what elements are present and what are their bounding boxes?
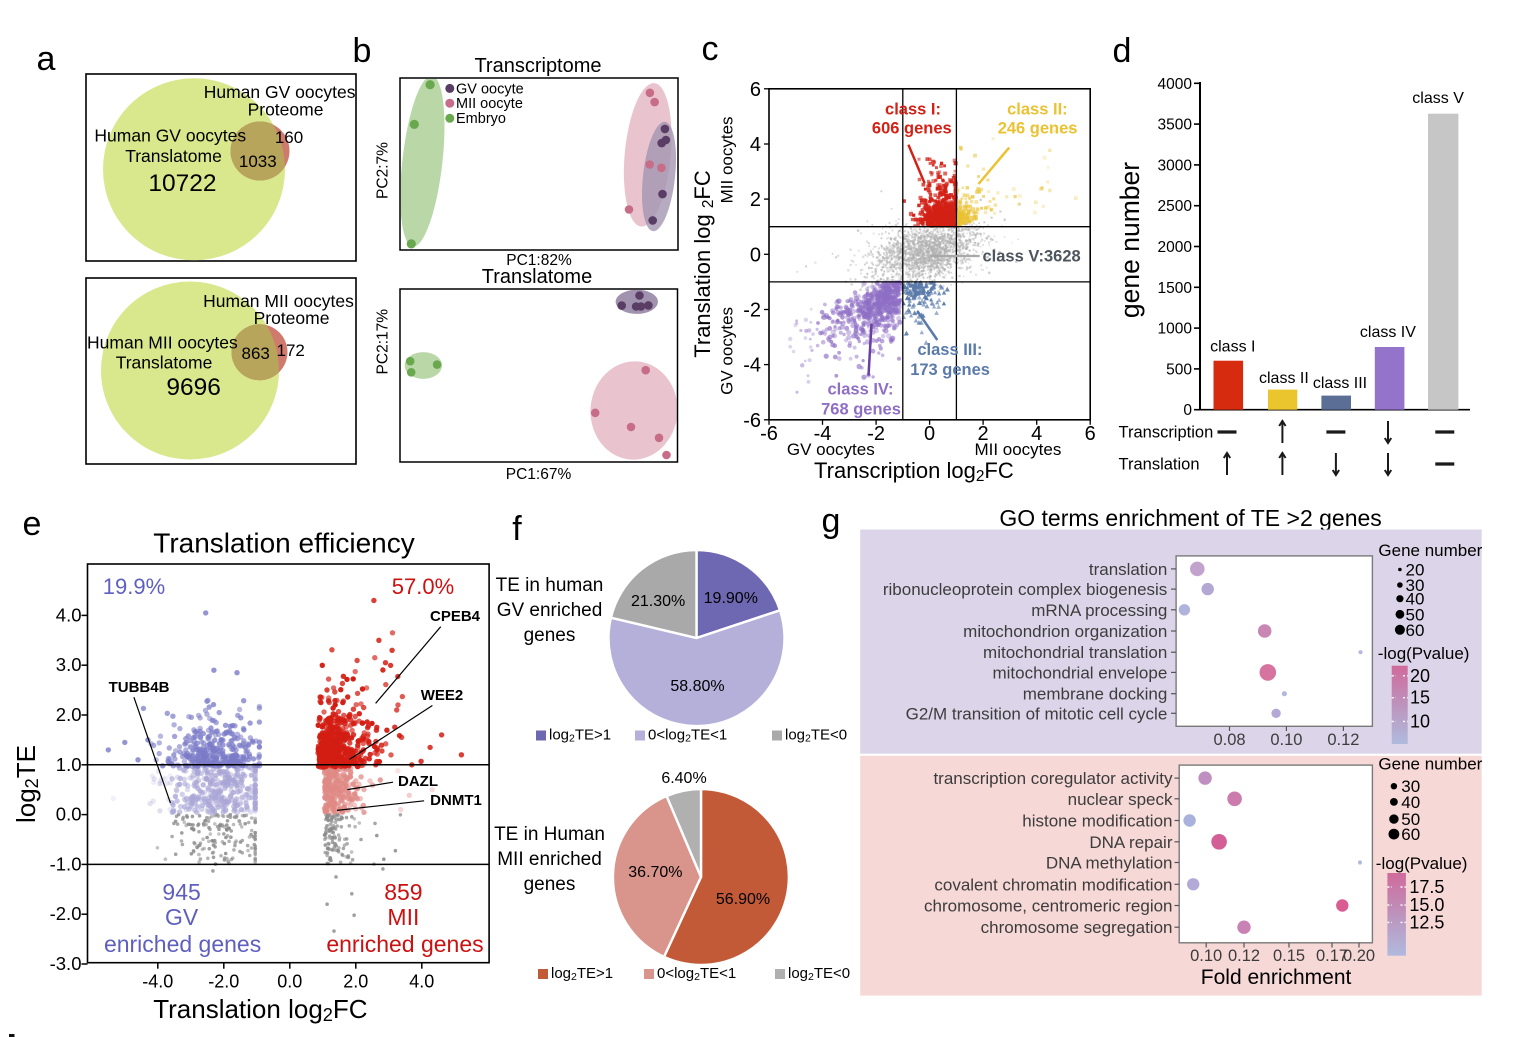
svg-text:class II: class II bbox=[1259, 370, 1309, 387]
svg-text:Human GV oocytes: Human GV oocytes bbox=[204, 82, 356, 102]
svg-text:Translation efficiency: Translation efficiency bbox=[153, 528, 414, 559]
svg-text:Proteome: Proteome bbox=[254, 308, 330, 328]
svg-text:Translatome: Translatome bbox=[125, 146, 222, 166]
svg-text:2000: 2000 bbox=[1158, 239, 1193, 256]
svg-text:MII oocytes: MII oocytes bbox=[974, 440, 1061, 459]
svg-text:Proteome: Proteome bbox=[248, 100, 324, 120]
svg-text:768 genes: 768 genes bbox=[821, 401, 901, 419]
svg-text:GV oocytes: GV oocytes bbox=[718, 307, 737, 395]
svg-text:Translation log 2FC: Translation log 2FC bbox=[690, 170, 717, 358]
svg-text:d: d bbox=[1113, 32, 1132, 70]
svg-text:MII oocyte: MII oocyte bbox=[456, 96, 523, 112]
svg-text:class I: class I bbox=[1210, 339, 1255, 356]
svg-text:PC2:7%: PC2:7% bbox=[375, 142, 392, 199]
svg-text:f: f bbox=[512, 510, 522, 548]
svg-text:-2: -2 bbox=[743, 300, 761, 322]
svg-text:class V:3628: class V:3628 bbox=[983, 248, 1081, 266]
svg-text:2: 2 bbox=[750, 189, 761, 211]
svg-text:2500: 2500 bbox=[1158, 198, 1193, 215]
svg-text:172: 172 bbox=[277, 341, 305, 360]
svg-text:GV oocyte: GV oocyte bbox=[456, 81, 524, 97]
svg-text:class IV:: class IV: bbox=[827, 381, 893, 399]
svg-text:500: 500 bbox=[1166, 361, 1192, 378]
svg-text:class III:: class III: bbox=[917, 341, 982, 359]
svg-text:Human MII oocytes: Human MII oocytes bbox=[87, 333, 238, 353]
svg-text:Translatome: Translatome bbox=[482, 266, 592, 288]
svg-text:-6: -6 bbox=[760, 423, 778, 445]
svg-text:3500: 3500 bbox=[1158, 117, 1193, 134]
svg-text:0: 0 bbox=[924, 423, 935, 445]
svg-text:class V: class V bbox=[1412, 90, 1464, 107]
svg-text:0: 0 bbox=[750, 244, 761, 266]
svg-text:4: 4 bbox=[750, 134, 761, 156]
svg-text:173 genes: 173 genes bbox=[910, 361, 990, 379]
svg-text:246 genes: 246 genes bbox=[998, 120, 1078, 138]
svg-text:4000: 4000 bbox=[1158, 76, 1193, 93]
svg-text:PC2:17%: PC2:17% bbox=[375, 309, 392, 375]
svg-text:160: 160 bbox=[275, 128, 303, 147]
svg-text:PC1:67%: PC1:67% bbox=[506, 466, 572, 483]
svg-text:class I:: class I: bbox=[885, 101, 941, 119]
svg-text:Human GV oocytes: Human GV oocytes bbox=[94, 126, 246, 146]
svg-text:a: a bbox=[37, 40, 56, 78]
svg-text:1000: 1000 bbox=[1158, 321, 1193, 338]
svg-text:MII oocytes: MII oocytes bbox=[718, 116, 737, 203]
svg-text:gene number: gene number bbox=[1115, 162, 1145, 318]
svg-text:e: e bbox=[23, 505, 42, 543]
svg-text:1500: 1500 bbox=[1158, 280, 1193, 297]
svg-text:3000: 3000 bbox=[1158, 157, 1193, 174]
svg-text:g: g bbox=[822, 502, 841, 540]
svg-text:-6: -6 bbox=[743, 410, 761, 432]
svg-text:GV oocytes: GV oocytes bbox=[787, 440, 875, 459]
svg-text:10722: 10722 bbox=[148, 170, 216, 197]
svg-text:b: b bbox=[353, 32, 372, 70]
svg-text:Translation: Translation bbox=[1119, 456, 1200, 474]
svg-text:PC1:82%: PC1:82% bbox=[506, 252, 572, 269]
svg-text:1033: 1033 bbox=[239, 152, 277, 171]
svg-text:Embryo: Embryo bbox=[456, 111, 506, 127]
svg-text:Human MII oocytes: Human MII oocytes bbox=[203, 291, 354, 311]
svg-text:class II:: class II: bbox=[1007, 101, 1068, 119]
svg-text:c: c bbox=[702, 30, 719, 68]
svg-text:Translatome: Translatome bbox=[116, 353, 213, 373]
svg-text:-4: -4 bbox=[743, 355, 761, 377]
svg-text:class IV: class IV bbox=[1360, 324, 1416, 341]
svg-text:863: 863 bbox=[242, 344, 270, 363]
svg-text:606 genes: 606 genes bbox=[872, 120, 952, 138]
svg-text:0: 0 bbox=[1183, 402, 1192, 419]
svg-text:9696: 9696 bbox=[166, 374, 221, 401]
svg-text:6: 6 bbox=[1085, 423, 1096, 445]
svg-text:class III: class III bbox=[1313, 375, 1367, 392]
svg-text:Transcription log2FC: Transcription log2FC bbox=[814, 458, 1014, 485]
svg-text:6: 6 bbox=[750, 79, 761, 101]
svg-text:Transcription: Transcription bbox=[1119, 424, 1214, 442]
svg-text:Transcriptome: Transcriptome bbox=[474, 55, 601, 77]
